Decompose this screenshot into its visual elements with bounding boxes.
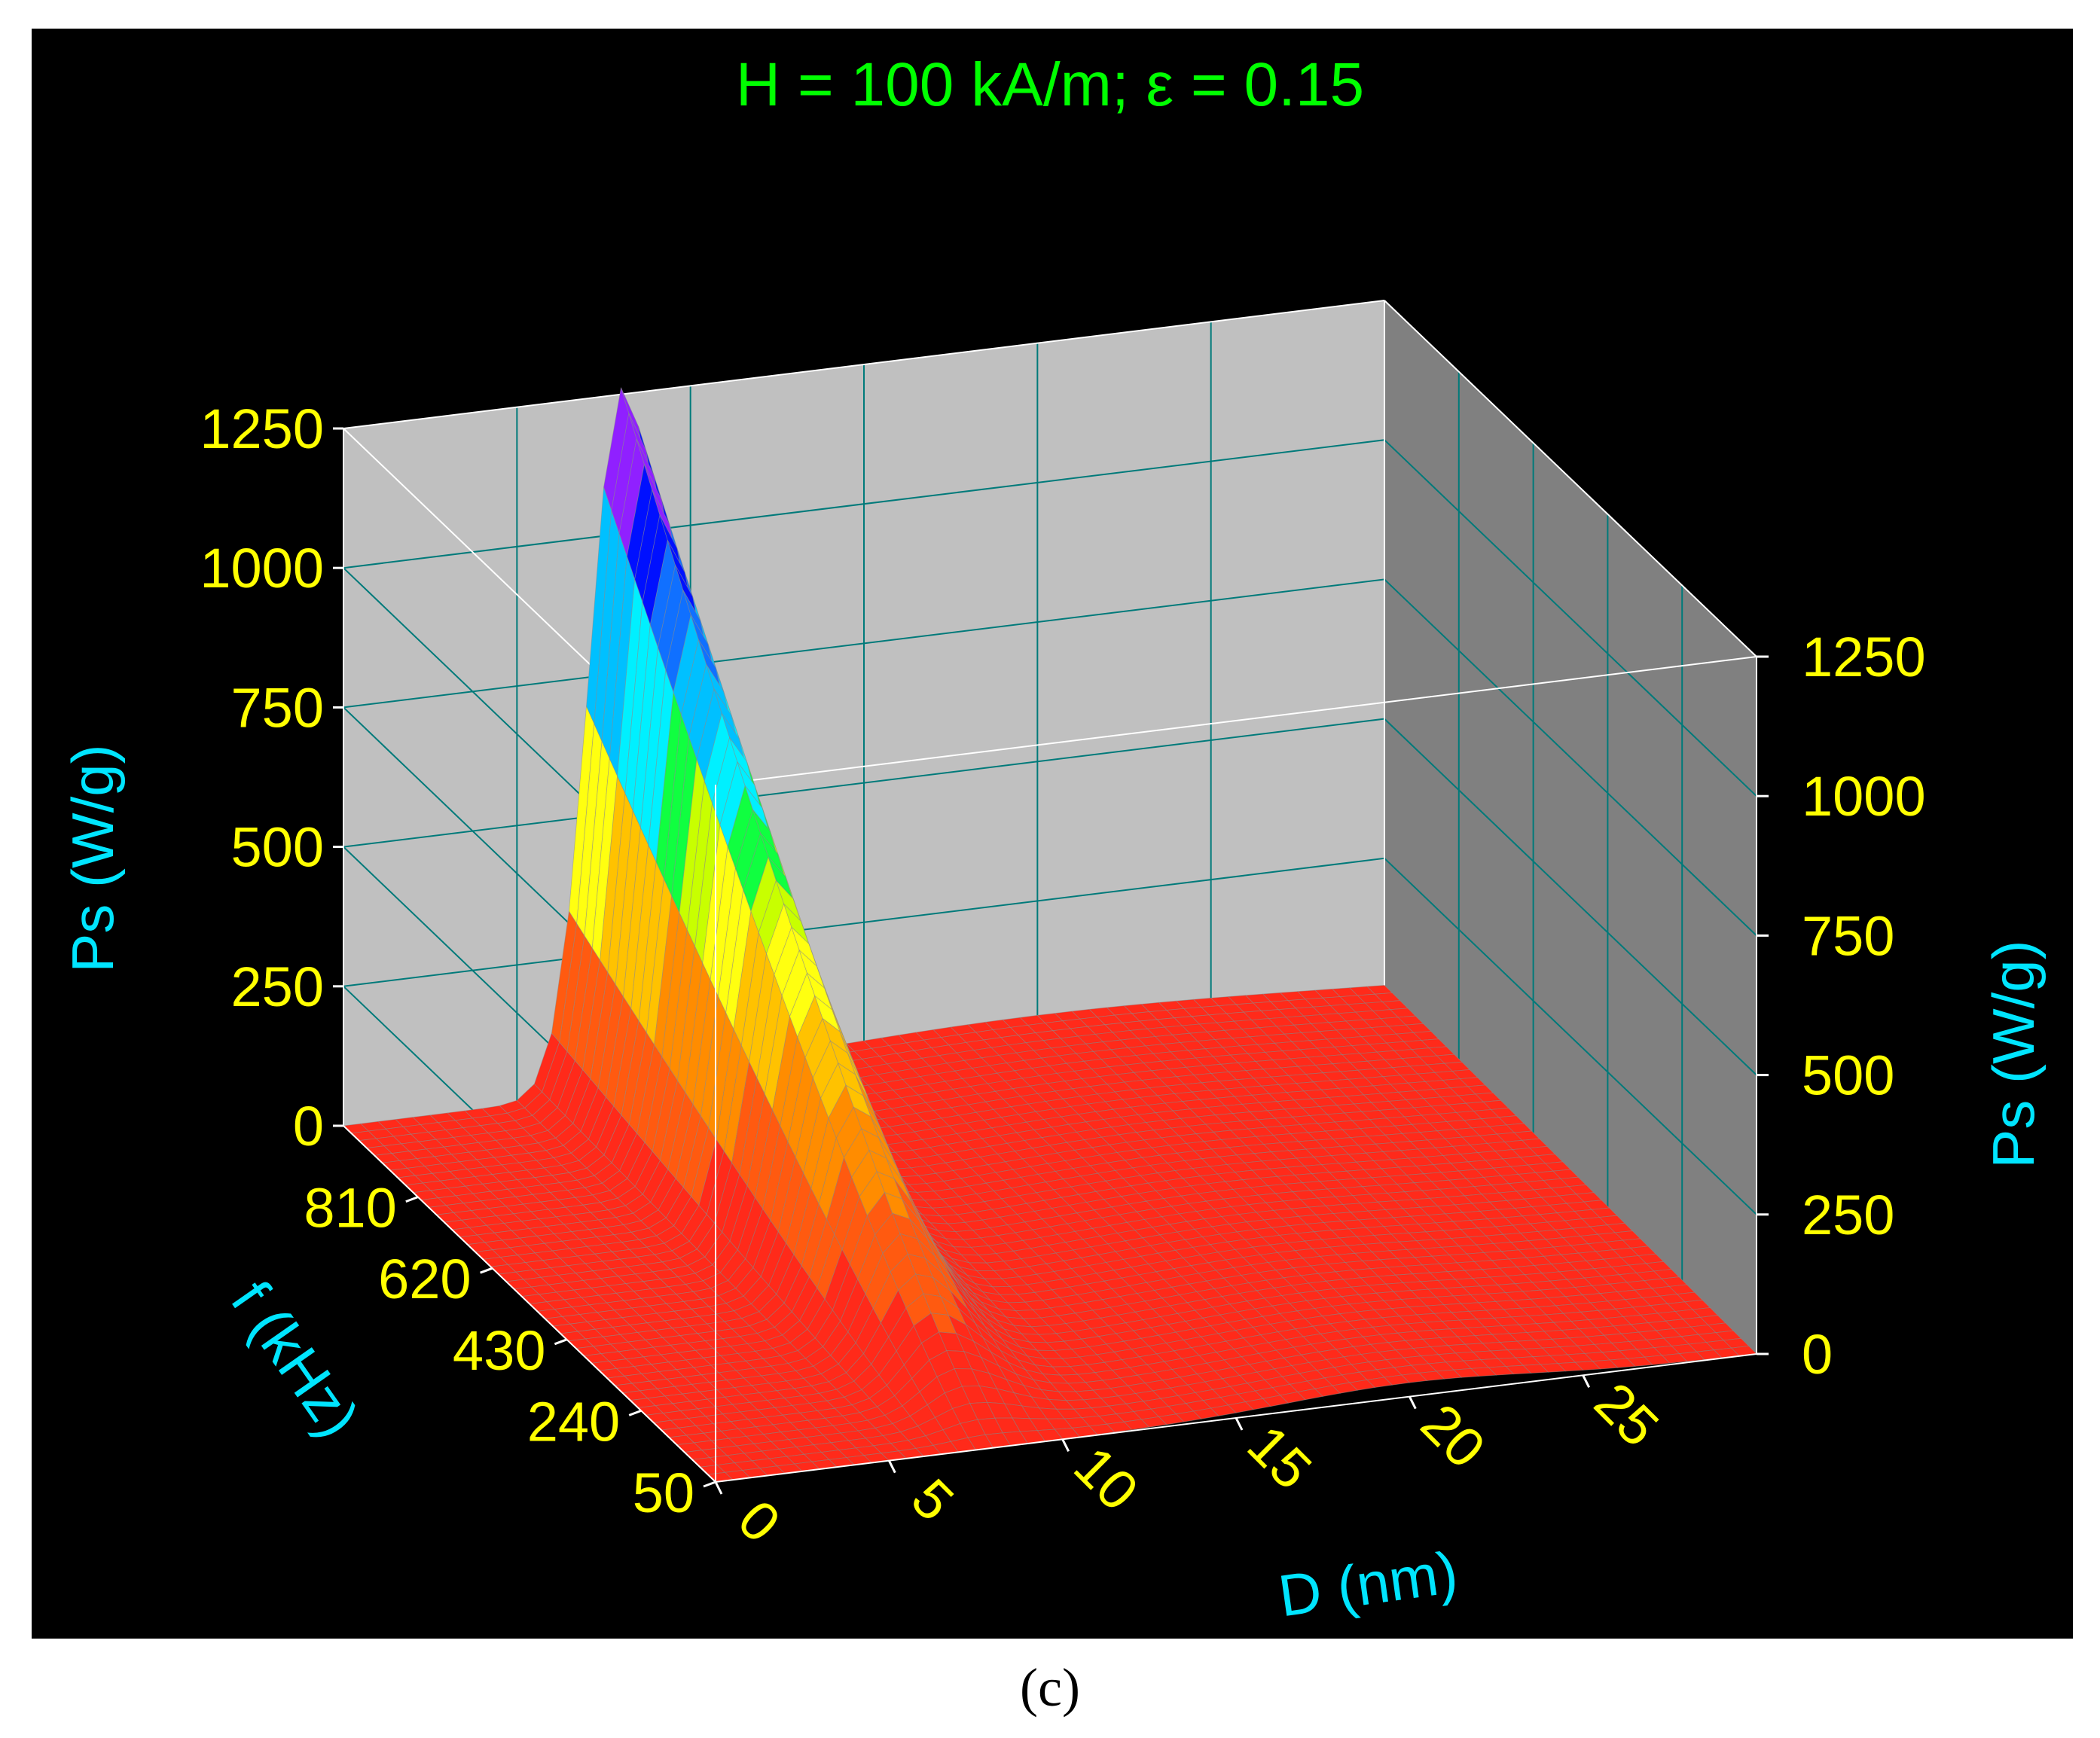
- y-tick-mark: [480, 1267, 493, 1274]
- z-tick-label-left: 250: [231, 956, 324, 1018]
- z-tick-label-left: 750: [231, 676, 324, 739]
- z-axis-title-right: Ps (W/g): [1980, 940, 2047, 1168]
- y-tick-label: 430: [453, 1319, 545, 1382]
- x-tick-mark: [1582, 1374, 1591, 1389]
- box-edge: [715, 656, 1757, 785]
- x-tick-mark: [1408, 1395, 1417, 1410]
- y-tick-mark: [703, 1480, 716, 1488]
- box-edge: [1384, 300, 1757, 657]
- y-tick-label: 810: [304, 1177, 396, 1239]
- z-tick-label-right: 500: [1802, 1044, 1894, 1107]
- box-front-edge: [343, 1125, 716, 1483]
- y-tick-label: 620: [378, 1248, 471, 1310]
- z-tick-label-right: 750: [1802, 904, 1894, 967]
- x-tick-mark: [714, 1481, 723, 1495]
- y-tick-label: 50: [633, 1462, 694, 1524]
- z-tick-label-left: 1000: [200, 537, 324, 599]
- x-tick-mark: [1235, 1417, 1244, 1431]
- figure-caption: (c): [1020, 1657, 1080, 1718]
- z-tick-label-right: 1000: [1802, 765, 1926, 828]
- z-tick-label-left: 1250: [200, 398, 324, 460]
- x-tick-mark: [1061, 1438, 1070, 1453]
- chart-title: H = 100 kA/m; ε = 0.15: [736, 50, 1364, 119]
- z-tick-label-right: 0: [1802, 1323, 1833, 1386]
- y-tick-label: 240: [527, 1390, 620, 1453]
- y-tick-mark: [628, 1409, 642, 1416]
- z-tick-label-right: 250: [1802, 1184, 1894, 1246]
- z-tick-label-left: 500: [231, 816, 324, 879]
- z-tick-label-right: 1250: [1802, 626, 1926, 688]
- y-tick-mark: [405, 1196, 419, 1203]
- y-tick-mark: [554, 1338, 567, 1346]
- z-axis-title-left: Ps (W/g): [60, 744, 126, 972]
- side-wall: [1384, 300, 1757, 1354]
- z-tick-label-left: 0: [293, 1095, 324, 1157]
- x-tick-mark: [887, 1459, 896, 1474]
- box-edge: [343, 300, 1385, 429]
